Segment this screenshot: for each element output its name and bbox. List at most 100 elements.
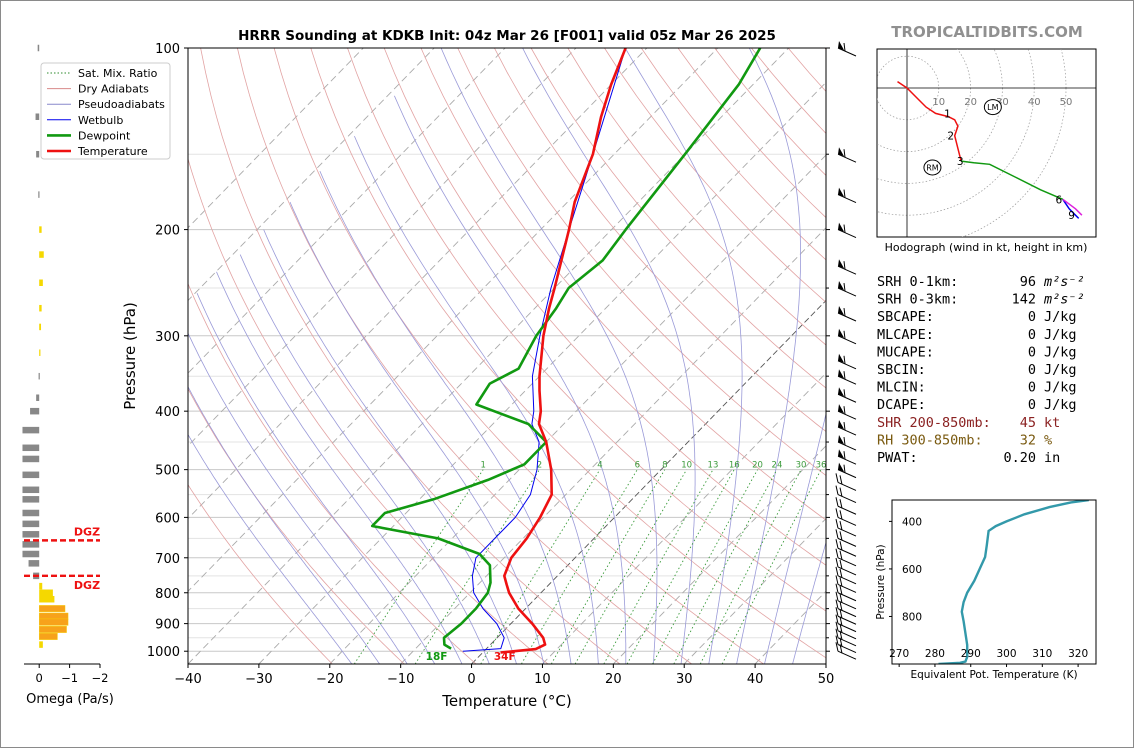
hodograph-ring-label: 50 [1060, 97, 1073, 108]
theta-e-y-tick-label: 800 [902, 611, 922, 623]
dry-adiabat [188, 157, 549, 664]
stat-value: 32 [1020, 432, 1036, 448]
barb-flag [839, 487, 843, 497]
legend: Sat. Mix. Ratio Dry Adiabats Pseudoadiabat… [40, 62, 171, 160]
barb-staff [837, 557, 857, 567]
theta-e-y-tick-label: 600 [902, 564, 922, 576]
omega-bar [30, 407, 40, 415]
wind-barb [835, 635, 857, 654]
y-tick-label: 600 [155, 511, 180, 526]
barb-pennant [838, 462, 844, 472]
barb-staff [837, 592, 857, 602]
skewt-ylabel: Pressure (hPa) [121, 302, 139, 410]
barb-flag [835, 607, 839, 617]
stat-label: SRH 0-1km: [877, 274, 958, 290]
skewt-plot-frame [187, 47, 827, 665]
barb-staff [837, 426, 857, 436]
barb-staff [837, 229, 857, 239]
skewt-axes: −40 −30 −20 −10 0 10 20 30 40 50 100 200 300 400 500 60… [147, 42, 834, 687]
barb-flag [839, 499, 843, 509]
omega-tick-label: −1 [61, 671, 78, 685]
dgz-label: DGZ [74, 525, 100, 538]
dry-adiabat [494, 48, 826, 433]
dry-adiabat [530, 48, 826, 389]
stat-unit: kt [1044, 415, 1060, 431]
barb-flag [843, 261, 846, 270]
stat-unit: J/kg [1044, 309, 1077, 325]
hodograph-height-label: 2 [947, 131, 954, 143]
barb-flag [839, 559, 843, 570]
mixing-ratio-line [626, 469, 735, 664]
wind-barb [835, 473, 857, 491]
x-tick-label: 30 [676, 672, 693, 687]
hodograph-ring-label: 20 [964, 97, 977, 108]
wind-barb [837, 449, 857, 465]
isotherm [329, 154, 826, 664]
omega-bar [39, 618, 69, 626]
barb-flag [839, 510, 843, 520]
x-tick-label: 0 [467, 672, 475, 687]
storm-motion-label: LM [987, 103, 998, 112]
stat-label: MLCIN: [877, 380, 926, 396]
hodograph-height-label: 1 [944, 108, 951, 120]
y-tick-label: 100 [155, 42, 180, 57]
barb-staff [837, 600, 857, 610]
stat-unit: J/kg [1044, 344, 1077, 360]
omega-bar [22, 531, 40, 538]
isotherm [471, 299, 826, 664]
barb-flag [835, 628, 839, 638]
stat-row: DCAPE: 0 J/kg [877, 397, 1077, 413]
stat-unit: m²s⁻² [1043, 274, 1085, 290]
hodograph-height-label: 6 [1055, 194, 1062, 206]
barb-flag [843, 421, 846, 431]
barb-flag [835, 614, 839, 624]
barb-flag [835, 473, 839, 483]
wind-barb [837, 41, 857, 57]
isotherm [754, 590, 826, 664]
stat-row: SBCIN: 0 J/kg [877, 362, 1077, 378]
barb-pennant [838, 147, 844, 157]
hodograph-height-label: 9 [1068, 210, 1075, 222]
wetbulb-line [462, 48, 627, 652]
stat-label: PWAT: [877, 450, 918, 466]
omega-bar [39, 304, 42, 312]
legend-label: Sat. Mix. Ratio [78, 67, 158, 80]
storm-motion-marker [923, 159, 942, 176]
y-tick-label: 400 [155, 405, 180, 420]
pseudoadiabat [624, 48, 743, 664]
stat-label: SBCIN: [877, 362, 926, 378]
wind-barbs [835, 41, 857, 660]
barb-flag [843, 436, 846, 446]
theta-e-frame [891, 499, 1097, 665]
isotherm [613, 445, 826, 664]
hodograph-trace [1062, 198, 1083, 216]
wind-barb [835, 575, 857, 593]
mixing-ratio-line [414, 469, 540, 664]
barb-flag [839, 577, 843, 587]
barb-staff [837, 153, 857, 163]
dry-adiabat [567, 48, 826, 346]
omega-bar [22, 496, 40, 503]
legend-label: Dewpoint [78, 129, 131, 142]
barb-staff [837, 583, 857, 593]
barb-pennant [838, 328, 844, 338]
skewt-xlabel: Temperature (°C) [441, 692, 571, 710]
theta-e-ylabel: Pressure (hPa) [875, 544, 887, 619]
wind-barb [835, 628, 857, 647]
barb-flag [839, 475, 843, 485]
barb-flag [839, 550, 843, 560]
omega-bar [39, 226, 42, 233]
theta-e-x-tick-label: 300 [997, 648, 1017, 660]
omega-bar [39, 641, 43, 648]
legend-label: Temperature [77, 145, 148, 158]
stat-label: DCAPE: [877, 397, 926, 413]
omega-bar [22, 444, 40, 452]
wind-barb [837, 222, 857, 239]
barb-staff [837, 505, 857, 515]
wind-barb [835, 485, 857, 504]
theta-e-x-tick-label: 320 [1068, 648, 1088, 660]
mixing-ratio-line [353, 469, 484, 664]
theta-e-line [938, 500, 1089, 664]
dgz-label: DGZ [74, 579, 100, 592]
stat-value: 96 [1020, 274, 1036, 290]
